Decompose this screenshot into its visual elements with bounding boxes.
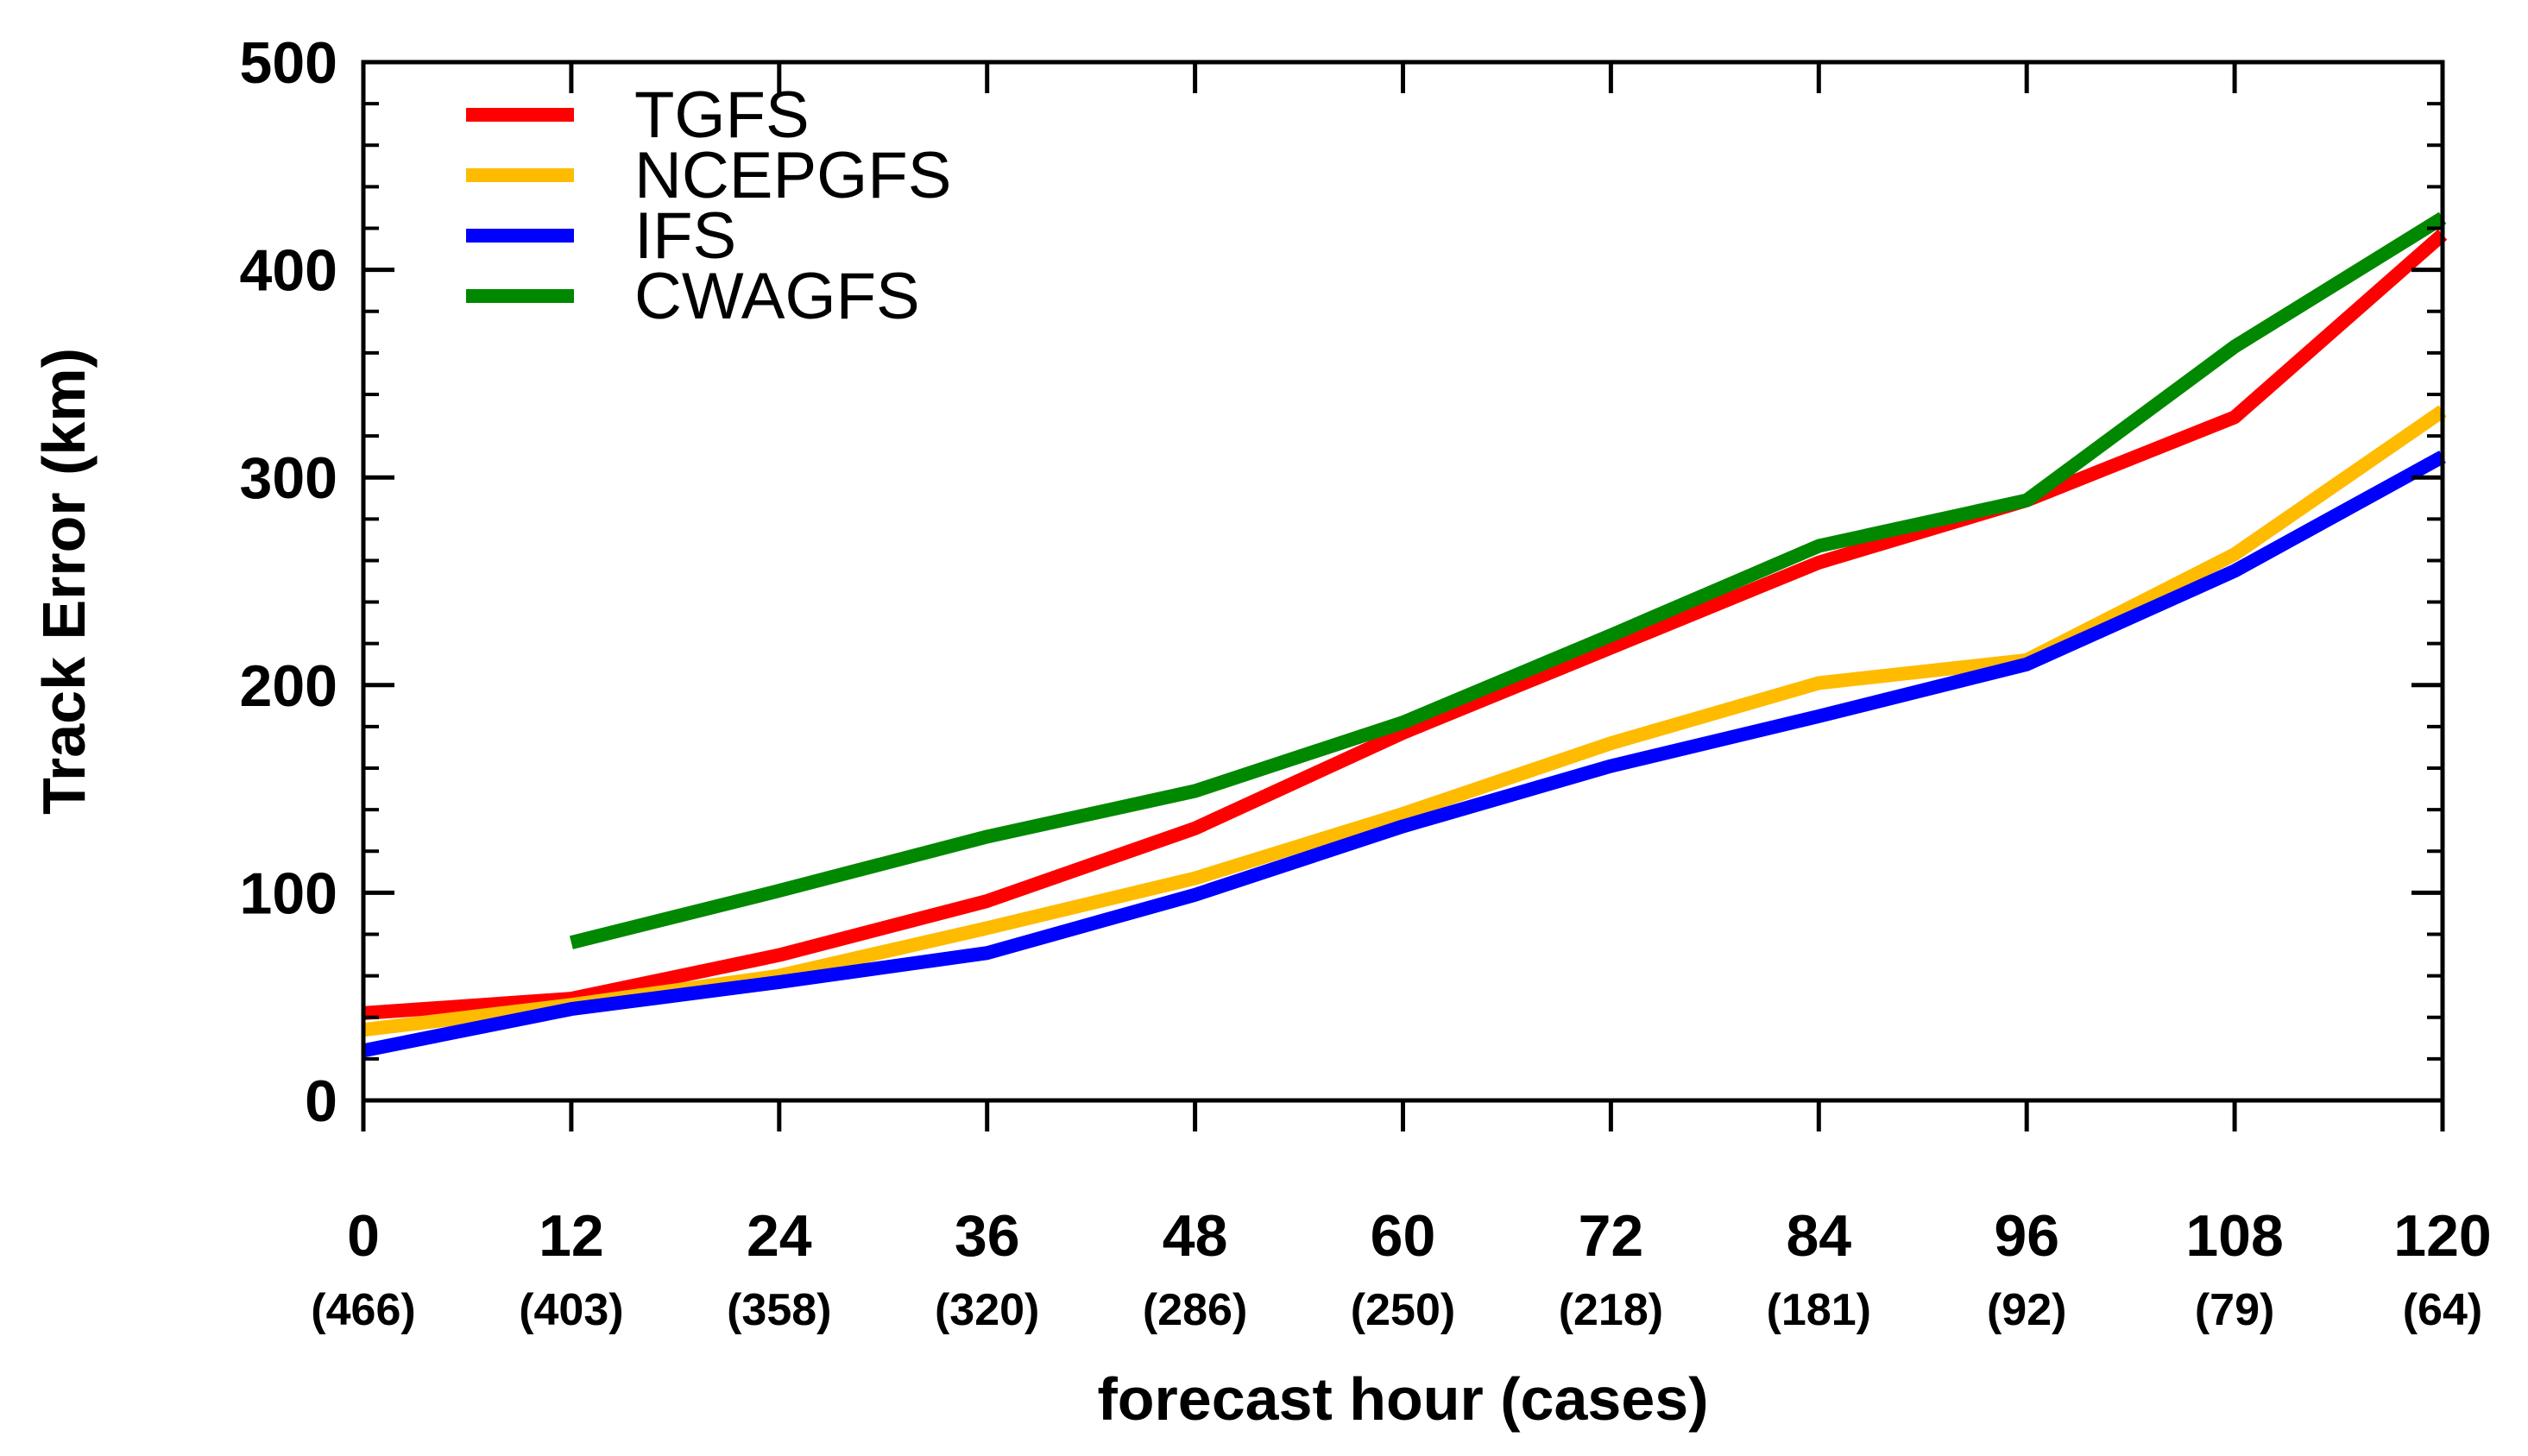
x-tick-label: 84 [1786,1203,1851,1269]
x-case-count: (64) [2403,1285,2482,1335]
legend-label-ifs: IFS [634,199,736,273]
chart-marks [362,211,2448,1058]
x-tick-label: 12 [539,1203,604,1269]
y-tick-label: 0 [305,1068,337,1134]
x-case-count: (358) [727,1285,831,1335]
y-tick-label: 100 [240,860,337,926]
x-tick-label: 48 [1163,1203,1228,1269]
axes: 0 100 200 300 400 500 0 (466) 12 (403) 24 (358) 36 (3… [240,30,2492,1335]
x-tick-label: 60 [1371,1203,1436,1269]
x-case-count: (403) [519,1285,623,1335]
y-tick-label: 400 [240,238,337,304]
y-tick-label: 300 [240,445,337,511]
x-tick-label: 24 [747,1203,812,1269]
x-axis-title: forecast hour (cases) [1097,1365,1708,1433]
x-tick-label: 36 [955,1203,1020,1269]
x-case-count: (79) [2195,1285,2274,1335]
x-tick-label: 0 [347,1203,380,1269]
x-case-count: (181) [1767,1285,1871,1335]
series-line-tgfs [362,229,2448,1020]
x-case-count: (320) [935,1285,1039,1335]
x-tick-label: 108 [2185,1203,2283,1269]
series-line-ifs [362,451,2446,1058]
y-axis-title: Track Error (km) [30,348,98,815]
x-tick-label: 120 [2393,1203,2491,1269]
y-tick-label: 200 [240,653,337,719]
legend-label-ncepgfs: NCEPGFS [634,139,951,212]
x-case-count: (250) [1351,1285,1455,1335]
y-tick-label: 500 [240,30,337,96]
series-line-cwagfs [569,211,2447,949]
x-tick-label: 72 [1579,1203,1644,1269]
legend-label-tgfs: TGFS [634,79,810,152]
x-case-count: (92) [1987,1285,2066,1335]
x-tick-label: 96 [1994,1203,2059,1269]
x-case-count: (466) [311,1285,415,1335]
x-case-count: (286) [1143,1285,1247,1335]
x-case-count: (218) [1559,1285,1663,1335]
legend-label-cwagfs: CWAGFS [634,260,920,333]
